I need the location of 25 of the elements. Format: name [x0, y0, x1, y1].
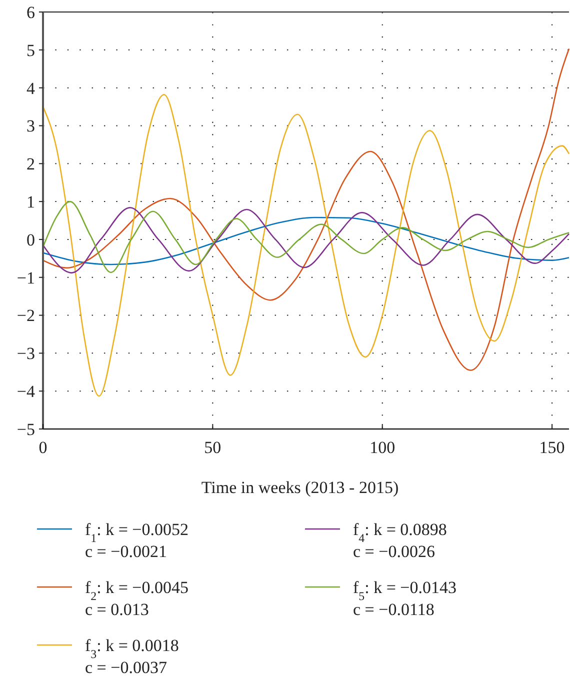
- x-tick-label: 100: [370, 438, 396, 457]
- legend-label: f$_{4}$: k = 0.0898 c = −0.0026: [353, 520, 447, 561]
- y-tick-label: 1: [26, 192, 35, 212]
- y-tick-label: 0: [26, 230, 35, 250]
- y-tick-label: −5: [16, 420, 35, 439]
- y-tick-label: −1: [16, 268, 35, 288]
- x-tick-label: 0: [38, 438, 48, 457]
- legend-label: f$_{2}$: k = −0.0045 c = 0.013: [85, 578, 189, 619]
- line-series: [42, 94, 570, 397]
- legend-label: f$_{3}$: k = 0.0018 c = −0.0037: [85, 636, 179, 677]
- legend-label: f$_{5}$: k = −0.0143 c = −0.0118: [353, 578, 457, 619]
- y-tick-label: −3: [16, 344, 35, 364]
- x-axis-title: Time in weeks (2013 - 2015): [201, 478, 399, 497]
- y-tick-label: −2: [16, 306, 35, 326]
- x-tick-label: 50: [204, 438, 222, 457]
- line-series: [42, 216, 570, 266]
- x-tick-label: 150: [539, 438, 565, 457]
- y-tick-label: 3: [26, 116, 35, 136]
- y-tick-label: −4: [16, 382, 36, 402]
- y-tick-label: 5: [26, 40, 35, 60]
- y-tick-label: 6: [26, 2, 35, 22]
- legend-label: f$_{1}$: k = −0.0052 c = −0.0021: [85, 520, 189, 561]
- y-tick-label: 2: [26, 154, 35, 174]
- line-series: [42, 48, 570, 371]
- y-tick-label: 4: [26, 78, 36, 98]
